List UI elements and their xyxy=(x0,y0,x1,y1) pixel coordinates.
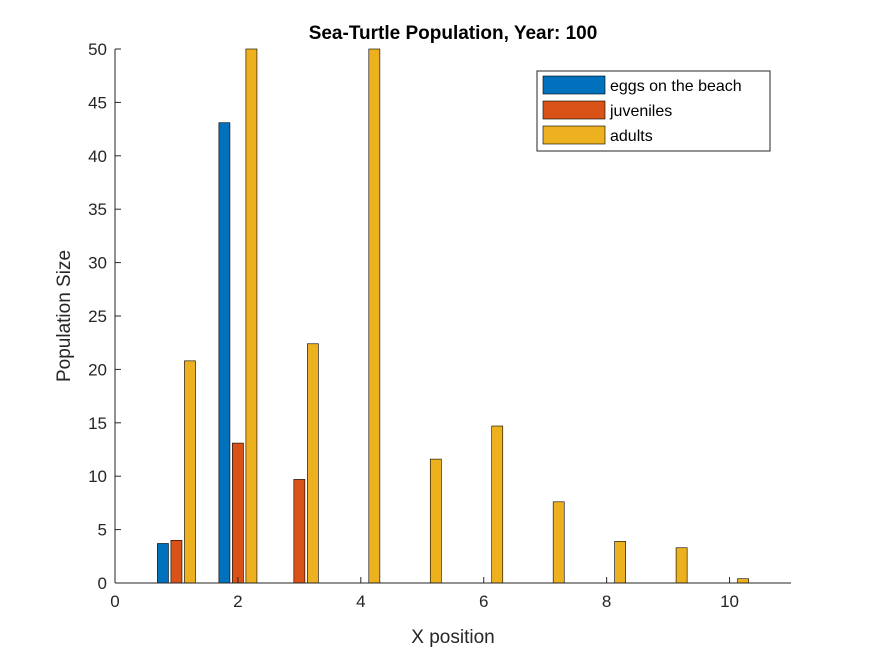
y-tick-label-50: 50 xyxy=(88,40,107,59)
bar-adults-7 xyxy=(552,501,565,584)
y-tick-label-5: 5 xyxy=(98,521,107,540)
legend-label-juveniles: juveniles xyxy=(609,103,672,120)
legend-items: eggs on the beach juveniles adults xyxy=(542,75,742,145)
bar-juveniles-2 xyxy=(232,442,244,584)
x-tick-label-4: 4 xyxy=(356,592,365,611)
y-tick-label-20: 20 xyxy=(88,360,107,379)
legend: eggs on the beach juveniles adults xyxy=(536,70,771,152)
legend-label-eggs-on-the-beach: eggs on the beach xyxy=(610,78,742,95)
y-tick-label-0: 0 xyxy=(98,574,107,593)
y-tick-label-25: 25 xyxy=(88,307,107,326)
bar-juveniles-3 xyxy=(293,479,306,584)
bar-eggs-on-the-beach-2 xyxy=(218,122,231,584)
y-tick-label-30: 30 xyxy=(88,254,107,273)
legend-label-adults: adults xyxy=(610,128,653,145)
bar-adults-9 xyxy=(675,547,688,584)
x-tick-label-8: 8 xyxy=(602,592,611,611)
bar-adults-1 xyxy=(184,360,196,584)
bar-adults-3 xyxy=(307,343,319,584)
bar-adults-2 xyxy=(245,48,258,584)
y-tick-label-15: 15 xyxy=(88,414,107,433)
bar-adults-4 xyxy=(368,48,381,584)
bar-adults-10 xyxy=(737,578,749,584)
x-tick-label-2: 2 xyxy=(233,592,242,611)
x-axis-label: X position xyxy=(411,627,494,648)
legend-swatch-adults xyxy=(542,125,606,145)
x-tick-label-0: 0 xyxy=(110,592,119,611)
x-tick-label-6: 6 xyxy=(479,592,488,611)
legend-swatch-juveniles xyxy=(542,100,606,120)
x-tick-label-10: 10 xyxy=(720,592,739,611)
y-tick-label-45: 45 xyxy=(88,93,107,112)
ticks-layer: 0 2 4 6 8 10 0 5 10 15 20 25 30 35 40 45 50 xyxy=(88,40,739,611)
y-tick-label-10: 10 xyxy=(88,467,107,486)
bar-juveniles-1 xyxy=(170,539,183,584)
bar-adults-6 xyxy=(491,425,504,584)
legend-swatch-eggs-on-the-beach xyxy=(542,75,606,95)
y-axis-label: Population Size xyxy=(54,250,75,382)
bar-adults-5 xyxy=(429,458,442,584)
y-tick-label-40: 40 xyxy=(88,147,107,166)
bar-eggs-on-the-beach-1 xyxy=(157,543,169,584)
chart-title: Sea-Turtle Population, Year: 100 xyxy=(309,23,598,44)
bar-adults-8 xyxy=(614,541,626,584)
y-tick-label-35: 35 xyxy=(88,200,107,219)
